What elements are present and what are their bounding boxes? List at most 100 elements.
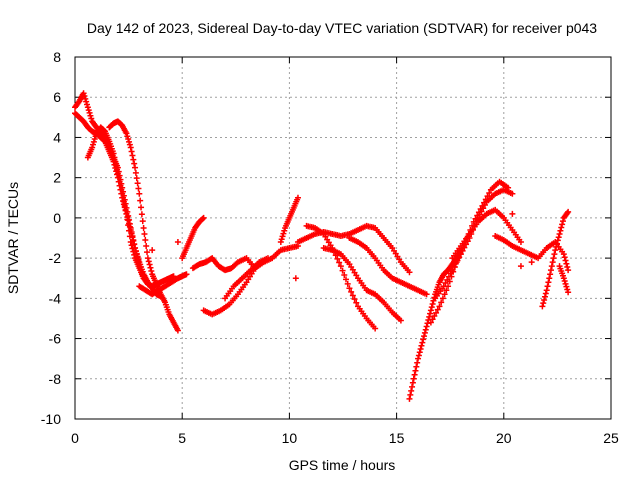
data-point xyxy=(337,263,344,270)
data-point xyxy=(563,283,570,290)
data-point xyxy=(421,329,428,336)
data-point xyxy=(264,255,271,262)
data-point xyxy=(484,193,491,200)
x-tick-label: 5 xyxy=(178,430,186,446)
plot-area: 0 5 10 15 20 25 -10 -8 -6 -4 -2 0 2 4 6 8 xyxy=(41,49,619,446)
data-point xyxy=(554,237,561,244)
grid xyxy=(75,57,611,419)
data-point xyxy=(424,320,431,327)
data-point xyxy=(439,295,446,302)
data-point xyxy=(427,319,434,326)
data-point xyxy=(346,285,353,292)
x-axis-label: GPS time / hours xyxy=(289,457,396,473)
data-point xyxy=(278,236,285,243)
y-axis-label: SDTVAR / TECUs xyxy=(5,182,21,294)
data-point xyxy=(564,263,571,270)
data-point xyxy=(436,303,443,310)
y-tick-label: 6 xyxy=(53,89,61,105)
data-point xyxy=(552,247,559,254)
data-point xyxy=(556,230,563,237)
data-point xyxy=(560,251,567,258)
data-point xyxy=(505,184,512,191)
x-tick-label: 10 xyxy=(282,430,298,446)
data-point xyxy=(89,144,96,151)
data-point xyxy=(450,268,457,275)
data-point xyxy=(517,239,524,246)
x-tick-label: 0 xyxy=(71,430,79,446)
data-point xyxy=(548,263,555,270)
data-point xyxy=(86,109,93,116)
data-point xyxy=(132,164,139,171)
data-point xyxy=(83,98,90,105)
data-point xyxy=(113,162,120,169)
data-point xyxy=(565,267,572,274)
data-point xyxy=(406,269,413,276)
x-tick-labels: 0 5 10 15 20 25 xyxy=(71,430,619,446)
data-point xyxy=(87,112,94,119)
data-point xyxy=(132,169,139,176)
data-point xyxy=(423,323,430,330)
data-point xyxy=(121,202,128,209)
data-point xyxy=(477,206,484,213)
data-point xyxy=(431,313,438,320)
data-point xyxy=(124,133,131,140)
data-point xyxy=(540,300,547,307)
data-point xyxy=(279,233,286,240)
data-point xyxy=(114,170,121,177)
data-point xyxy=(414,359,421,366)
data-point xyxy=(474,212,481,219)
data-point xyxy=(174,239,181,246)
data-point xyxy=(550,255,557,262)
data-point xyxy=(133,251,140,258)
data-point xyxy=(126,220,133,227)
data-point xyxy=(341,272,348,279)
y-tick-label: 4 xyxy=(53,129,61,145)
data-point xyxy=(551,251,558,258)
data-point xyxy=(509,190,516,197)
data-point xyxy=(372,325,379,332)
data-point xyxy=(423,291,430,298)
data-point xyxy=(547,267,554,274)
data-point xyxy=(415,355,422,362)
data-point xyxy=(134,254,141,261)
data-point xyxy=(132,245,139,252)
data-point xyxy=(560,275,567,282)
data-point xyxy=(136,190,143,197)
data-point xyxy=(344,280,351,287)
data-point xyxy=(541,296,548,303)
data-point xyxy=(146,261,153,268)
data-point xyxy=(84,104,91,111)
data-point xyxy=(336,259,343,266)
data-point xyxy=(559,218,566,225)
data-point xyxy=(564,286,571,293)
y-tick-label: 2 xyxy=(53,170,61,186)
data-point xyxy=(90,141,97,148)
data-point xyxy=(417,346,424,353)
data-point xyxy=(457,251,464,258)
data-point xyxy=(475,209,482,216)
data-point xyxy=(445,283,452,290)
y-tick-label: 0 xyxy=(53,210,61,226)
data-point xyxy=(126,223,133,230)
data-point xyxy=(413,363,420,370)
data-point xyxy=(549,259,556,266)
y-tick-labels: -10 -8 -6 -4 -2 0 2 4 6 8 xyxy=(41,49,61,427)
data-point xyxy=(451,263,458,270)
data-point xyxy=(145,258,152,265)
data-point xyxy=(353,299,360,306)
data-point xyxy=(448,273,455,280)
data-point xyxy=(562,257,569,264)
data-point xyxy=(429,300,436,307)
data-point xyxy=(127,144,134,151)
data-point xyxy=(442,280,449,287)
data-point xyxy=(119,190,126,197)
data-point xyxy=(144,255,151,262)
data-point xyxy=(509,210,516,217)
data-point xyxy=(443,287,450,294)
data-point xyxy=(555,234,562,241)
data-point xyxy=(412,367,419,374)
data-point xyxy=(564,210,571,217)
data-point xyxy=(174,327,181,334)
data-point xyxy=(479,202,486,209)
